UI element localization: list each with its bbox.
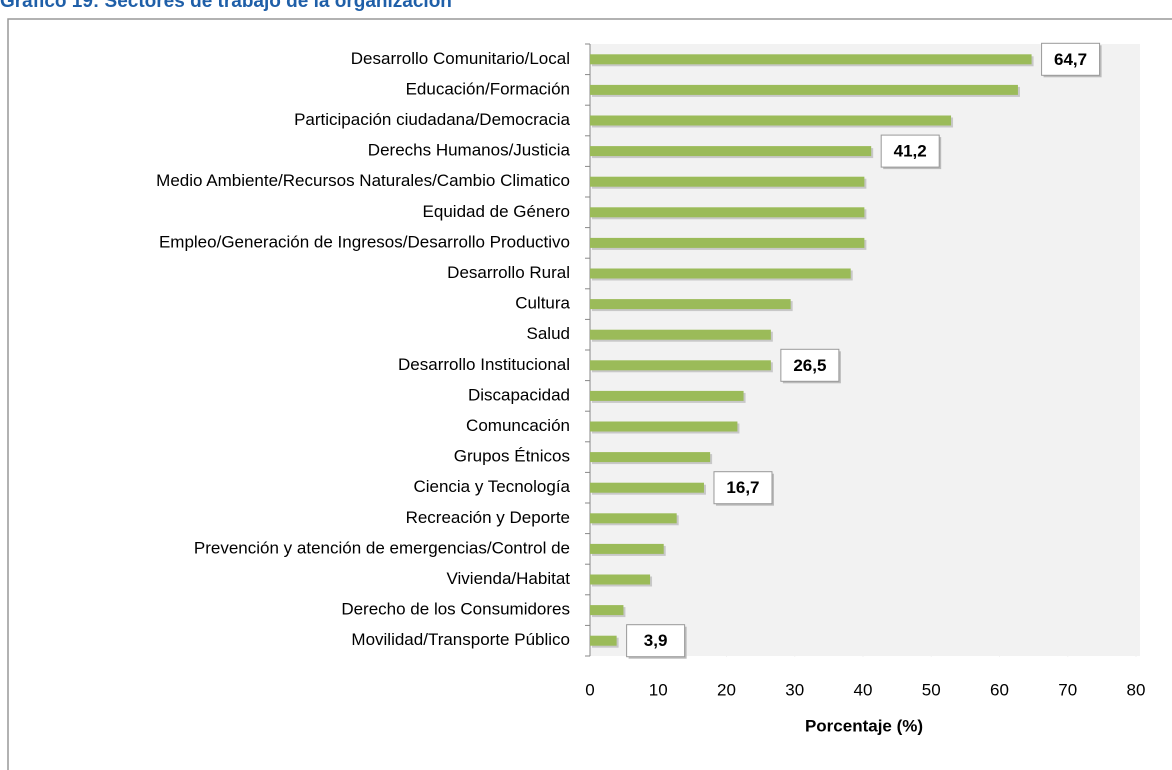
y-tick-label: Vivienda/Habitat (447, 569, 571, 588)
bar (590, 146, 872, 157)
value-label-box (880, 134, 940, 168)
bar (590, 115, 952, 126)
y-tick-label: Derechs Humanos/Justicia (368, 141, 571, 160)
value-label-box (780, 348, 840, 382)
y-tick-label: Movilidad/Transporte Público (351, 630, 570, 649)
bar (590, 605, 624, 616)
bar (590, 543, 664, 554)
y-tick-label: Cultura (515, 294, 570, 313)
bar (590, 176, 865, 187)
y-tick-label: Desarrollo Comunitario/Local (351, 49, 570, 68)
bar (590, 574, 651, 585)
y-tick-label: Participación ciudadana/Democracia (294, 110, 570, 129)
x-tick-label: 30 (785, 680, 804, 699)
y-tick-label: Ciencia y Tecnología (413, 477, 570, 496)
bar (590, 299, 791, 310)
y-tick-label: Salud (527, 324, 570, 343)
y-tick-label: Prevención y atención de emergencias/Con… (194, 538, 570, 557)
x-tick-label: 50 (922, 680, 941, 699)
x-tick-label: 0 (585, 680, 594, 699)
value-label: 3,9 (644, 631, 668, 650)
x-tick-label: 10 (649, 680, 668, 699)
x-tick-label: 70 (1058, 680, 1077, 699)
bar (590, 207, 865, 218)
bar (590, 421, 738, 432)
value-label-box (626, 624, 686, 658)
bar (590, 513, 677, 524)
x-axis-label: Porcentaje (%) (805, 716, 923, 735)
x-tick-label: 40 (854, 680, 873, 699)
x-tick-label: 80 (1127, 680, 1146, 699)
chart-title: Gráfico 19: Sectores de trabajo de la or… (0, 0, 452, 12)
y-tick-label: Desarrollo Institucional (398, 355, 570, 374)
x-tick-label: 20 (717, 680, 736, 699)
y-tick-label: Recreación y Deporte (406, 508, 570, 527)
frame (7, 18, 1172, 770)
y-tick-label: Medio Ambiente/Recursos Naturales/Cambio… (156, 171, 570, 190)
value-label: 41,2 (894, 142, 927, 161)
bar (590, 452, 711, 463)
y-tick-label: Comuncación (466, 416, 570, 435)
bar (590, 237, 865, 248)
bar (590, 360, 771, 371)
value-label-box (1041, 42, 1101, 76)
y-tick-label: Educación/Formación (406, 79, 570, 98)
value-label: 64,7 (1054, 50, 1087, 69)
bar (590, 329, 771, 340)
y-tick-label: Discapacidad (468, 385, 570, 404)
value-label-box (713, 471, 773, 505)
y-tick-label: Grupos Étnicos (454, 447, 570, 466)
y-tick-label: Derecho de los Consumidores (341, 600, 570, 619)
bar (590, 84, 1018, 95)
bar (590, 390, 744, 401)
x-tick-label: 60 (990, 680, 1009, 699)
bar (590, 482, 704, 493)
y-tick-label: Empleo/Generación de Ingresos/Desarrollo… (159, 232, 570, 251)
y-tick-label: Equidad de Género (423, 202, 570, 221)
bar (590, 635, 617, 646)
value-label: 26,5 (793, 356, 826, 375)
plot-area (590, 44, 1140, 656)
y-tick-label: Desarrollo Rural (447, 263, 570, 282)
bar (590, 268, 851, 279)
bar (590, 54, 1032, 65)
value-label: 16,7 (726, 478, 759, 497)
